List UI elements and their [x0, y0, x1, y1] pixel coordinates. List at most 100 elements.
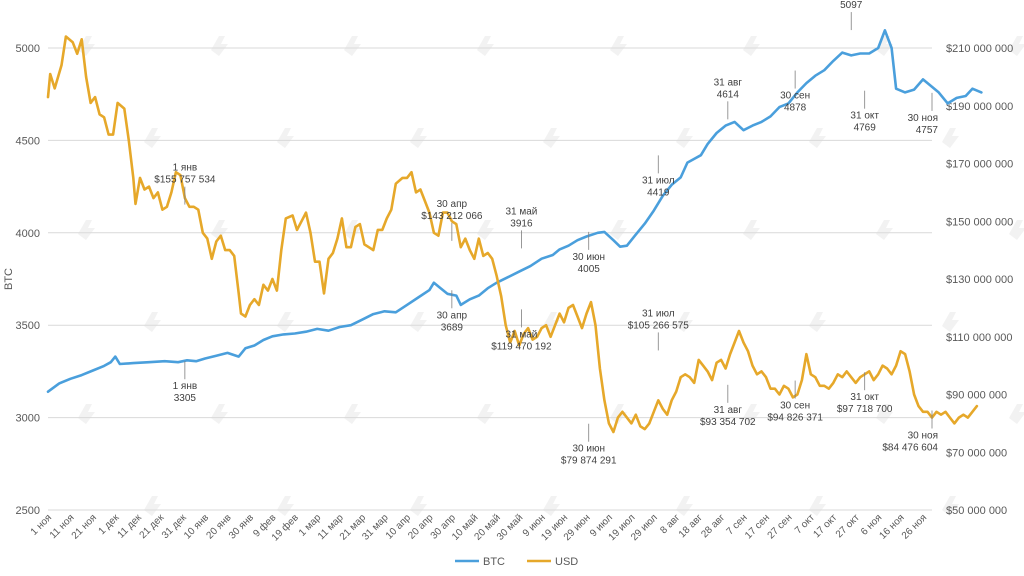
data-label: $84 476 604	[882, 442, 938, 453]
y-tick-label: 3000	[16, 413, 40, 425]
watermark-logo-icon	[477, 220, 494, 240]
watermark-logo-icon	[344, 36, 361, 56]
watermark-logo-icon	[1009, 36, 1024, 56]
data-label: 31 июл	[642, 175, 675, 186]
watermark-logo-icon	[211, 404, 228, 424]
watermark-logo-icon	[144, 496, 161, 516]
watermark-logo-icon	[809, 128, 826, 148]
watermark-logo-icon	[144, 128, 161, 148]
data-label: 30 июн	[572, 252, 605, 263]
x-tick-label: 31 мар	[360, 512, 391, 543]
watermark-logo-icon	[277, 496, 294, 516]
x-tick-label: 27 окт	[834, 512, 862, 540]
y-tick-label: 4000	[16, 228, 40, 240]
data-label: 4769	[854, 123, 877, 134]
watermark-logo-icon	[277, 312, 294, 332]
data-label: 4005	[578, 264, 601, 275]
y2-tick-label: $190 000 000	[946, 101, 1013, 113]
data-label: $119 470 192	[491, 341, 552, 352]
watermark-logo-icon	[610, 36, 627, 56]
data-label: 3689	[441, 322, 464, 333]
watermark-logo-icon	[809, 496, 826, 516]
watermark-logo-icon	[277, 128, 294, 148]
data-label: 5097	[840, 0, 863, 11]
watermark-logo-icon	[344, 220, 361, 240]
y2-tick-label: $150 000 000	[946, 216, 1013, 228]
data-label: 31 май	[505, 206, 537, 217]
data-label: $97 718 700	[837, 404, 893, 415]
y2-tick-label: $210 000 000	[946, 43, 1013, 55]
data-label: 4878	[784, 103, 807, 114]
watermark-logo-icon	[1009, 220, 1024, 240]
data-label: 31 авг	[714, 405, 743, 416]
data-label: 30 сен	[780, 91, 810, 102]
data-label: $105 266 575	[628, 320, 690, 331]
data-label: 30 апр	[437, 310, 468, 321]
y-tick-label: 5000	[16, 43, 40, 55]
watermark-logo-icon	[543, 128, 560, 148]
watermark-logo-icon	[942, 496, 959, 516]
data-label: 4419	[647, 187, 670, 198]
x-tick-label: 18 авг	[677, 512, 705, 540]
watermark-logo-icon	[78, 404, 95, 424]
watermark-logo-icon	[477, 404, 494, 424]
data-label: 31 окт	[850, 392, 879, 403]
y2-tick-label: $170 000 000	[946, 159, 1013, 171]
watermark-logo-icon	[809, 312, 826, 332]
y2-tick-label: $90 000 000	[946, 390, 1007, 402]
data-label: 31 июл	[642, 308, 675, 319]
data-label: 31 авг	[714, 77, 743, 88]
watermark-logo-icon	[743, 36, 760, 56]
data-label: 30 ноя	[908, 113, 938, 124]
x-tick-label: 27 сен	[766, 512, 795, 541]
y-tick-label: 2500	[16, 505, 40, 517]
watermark-logo-icon	[144, 312, 161, 332]
legend-label-usd: USD	[555, 556, 578, 568]
y2-tick-label: $50 000 000	[946, 505, 1007, 517]
watermark-logo-icon	[610, 404, 627, 424]
data-label: 31 окт	[850, 111, 879, 122]
y2-tick-label: $70 000 000	[946, 447, 1007, 459]
watermark-logo-icon	[942, 128, 959, 148]
data-label: 31 май	[505, 329, 537, 340]
y2-tick-label: $130 000 000	[946, 274, 1013, 286]
data-label: 30 сен	[780, 401, 810, 412]
data-label: $79 874 291	[561, 456, 617, 467]
watermark-logo-icon	[344, 404, 361, 424]
data-label: $93 354 702	[700, 417, 756, 428]
data-label: 30 апр	[437, 199, 468, 210]
watermark-logo-icon	[211, 36, 228, 56]
watermark-logo-icon	[876, 220, 893, 240]
data-label: $155 757 534	[154, 175, 216, 186]
y-tick-label: 4500	[16, 135, 40, 147]
data-label: 3305	[174, 393, 197, 404]
data-label: 1 янв	[173, 381, 198, 392]
x-tick-label: 30 янв	[227, 512, 256, 541]
data-label: 3916	[510, 218, 533, 229]
x-tick-label: 17 окт	[811, 512, 839, 540]
x-tick-label: 28 авг	[699, 512, 727, 540]
watermark-logo-icon	[743, 220, 760, 240]
watermark-logo-icon	[211, 220, 228, 240]
data-label: $143 212 066	[421, 211, 483, 222]
series-line-btc	[46, 29, 983, 393]
data-label: $94 826 371	[767, 413, 823, 424]
data-label: 30 июн	[572, 444, 605, 455]
watermark-logo-icon	[743, 404, 760, 424]
watermark-logo-icon	[676, 496, 693, 516]
watermark-logo-icon	[876, 404, 893, 424]
watermark-logo-icon	[676, 312, 693, 332]
data-label: 4757	[916, 125, 939, 136]
watermark-logo-icon	[78, 220, 95, 240]
series-line-usd	[46, 35, 979, 434]
watermark-logo-icon	[410, 312, 427, 332]
watermark-logo-icon	[610, 220, 627, 240]
watermark-logo-icon	[477, 36, 494, 56]
y2-tick-label: $110 000 000	[946, 332, 1012, 344]
y-axis-title: BTC	[3, 268, 15, 290]
x-tick-label: 26 ноя	[900, 512, 929, 541]
watermark-logo-icon	[543, 496, 560, 516]
watermark-logo-icon	[676, 128, 693, 148]
